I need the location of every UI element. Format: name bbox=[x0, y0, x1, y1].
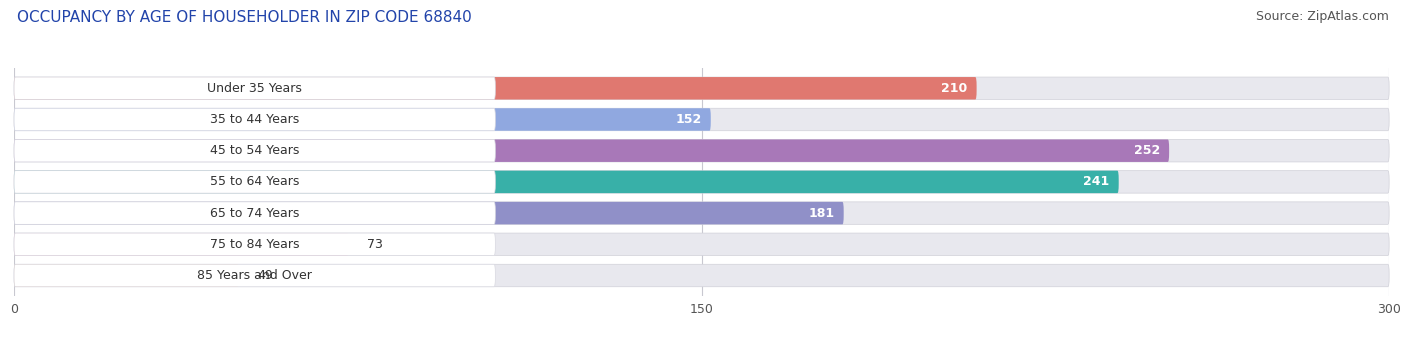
FancyBboxPatch shape bbox=[14, 171, 495, 193]
Text: 65 to 74 Years: 65 to 74 Years bbox=[209, 207, 299, 220]
Text: 35 to 44 Years: 35 to 44 Years bbox=[209, 113, 299, 126]
Text: 55 to 64 Years: 55 to 64 Years bbox=[209, 175, 299, 188]
FancyBboxPatch shape bbox=[14, 108, 495, 131]
FancyBboxPatch shape bbox=[14, 233, 1389, 256]
FancyBboxPatch shape bbox=[14, 233, 495, 256]
FancyBboxPatch shape bbox=[14, 108, 1389, 131]
Text: 75 to 84 Years: 75 to 84 Years bbox=[209, 238, 299, 251]
Text: 241: 241 bbox=[1083, 175, 1109, 188]
FancyBboxPatch shape bbox=[14, 202, 495, 224]
Text: 85 Years and Over: 85 Years and Over bbox=[197, 269, 312, 282]
FancyBboxPatch shape bbox=[14, 264, 239, 287]
Text: 49: 49 bbox=[257, 269, 273, 282]
FancyBboxPatch shape bbox=[14, 264, 495, 287]
Text: Source: ZipAtlas.com: Source: ZipAtlas.com bbox=[1256, 10, 1389, 23]
FancyBboxPatch shape bbox=[14, 139, 1170, 162]
Text: 45 to 54 Years: 45 to 54 Years bbox=[209, 144, 299, 157]
FancyBboxPatch shape bbox=[14, 202, 844, 224]
Text: OCCUPANCY BY AGE OF HOUSEHOLDER IN ZIP CODE 68840: OCCUPANCY BY AGE OF HOUSEHOLDER IN ZIP C… bbox=[17, 10, 471, 25]
Text: 152: 152 bbox=[675, 113, 702, 126]
Text: 181: 181 bbox=[808, 207, 835, 220]
FancyBboxPatch shape bbox=[14, 264, 1389, 287]
FancyBboxPatch shape bbox=[14, 77, 495, 100]
FancyBboxPatch shape bbox=[14, 77, 1389, 100]
FancyBboxPatch shape bbox=[14, 171, 1389, 193]
Text: Under 35 Years: Under 35 Years bbox=[207, 82, 302, 95]
FancyBboxPatch shape bbox=[14, 108, 711, 131]
FancyBboxPatch shape bbox=[14, 171, 1119, 193]
FancyBboxPatch shape bbox=[14, 233, 349, 256]
FancyBboxPatch shape bbox=[14, 77, 977, 100]
FancyBboxPatch shape bbox=[14, 202, 1389, 224]
Text: 73: 73 bbox=[367, 238, 382, 251]
FancyBboxPatch shape bbox=[14, 139, 1389, 162]
Text: 210: 210 bbox=[941, 82, 967, 95]
Text: 252: 252 bbox=[1133, 144, 1160, 157]
FancyBboxPatch shape bbox=[14, 139, 495, 162]
